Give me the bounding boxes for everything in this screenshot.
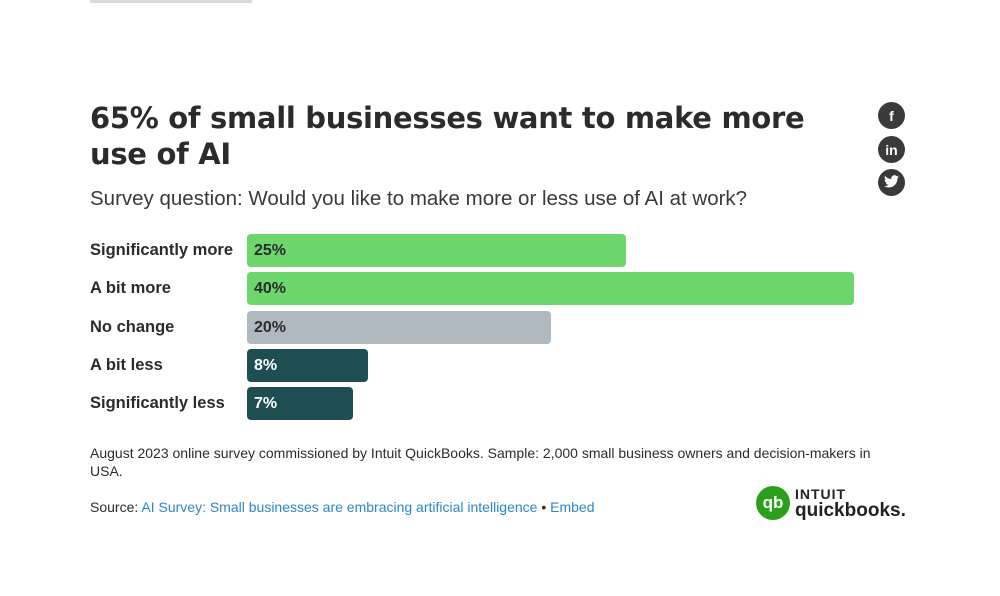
logo-line2: quickbooks. (795, 499, 906, 521)
bar (247, 348, 369, 382)
value-label: 8% (254, 356, 278, 374)
bar-row: Significantly less 7% (90, 387, 890, 421)
logo-line1: INTUIT (795, 485, 847, 502)
survey-note: August 2023 online survey commissioned b… (90, 445, 871, 479)
category-label: No change (90, 317, 175, 336)
value-label: 7% (254, 395, 278, 413)
category-label: Significantly less (90, 394, 225, 413)
source-line: Source: AI Survey: Small businesses are … (90, 499, 595, 515)
embed-link[interactable]: Embed (550, 499, 595, 515)
chart-subtitle: Survey question: Would you like to make … (90, 187, 748, 210)
source-prefix: Source: (90, 499, 142, 515)
twitter-share-button[interactable] (878, 169, 905, 196)
facebook-icon: f (889, 107, 894, 124)
bar (247, 310, 551, 344)
chart-title: 65% of small businesses want to make mor… (90, 101, 805, 171)
quickbooks-logo-icon: qb (756, 486, 790, 520)
category-label: Significantly more (90, 241, 234, 259)
value-label: 25% (254, 242, 287, 259)
quickbooks-logo: qb INTUIT quickbooks. (756, 486, 906, 520)
facebook-share-button[interactable]: f (878, 102, 905, 129)
linkedin-icon: in (885, 141, 898, 158)
bar (247, 387, 354, 421)
bar-row: Significantly more 25% (90, 234, 890, 267)
bar (247, 272, 854, 306)
bar-row: A bit less 8% (90, 348, 890, 382)
linkedin-share-button[interactable]: in (878, 136, 905, 163)
value-label: 20% (254, 318, 287, 336)
value-label: 40% (254, 280, 287, 298)
twitter-icon (884, 174, 899, 191)
bar-row: No change 20% (90, 310, 890, 344)
separator: • (537, 499, 551, 515)
top-divider (90, 0, 252, 3)
bar (247, 234, 627, 267)
category-label: A bit less (90, 355, 163, 374)
source-link[interactable]: AI Survey: Small businesses are embracin… (141, 499, 538, 515)
category-label: A bit more (90, 279, 171, 298)
bar-row: A bit more 40% (90, 272, 890, 306)
